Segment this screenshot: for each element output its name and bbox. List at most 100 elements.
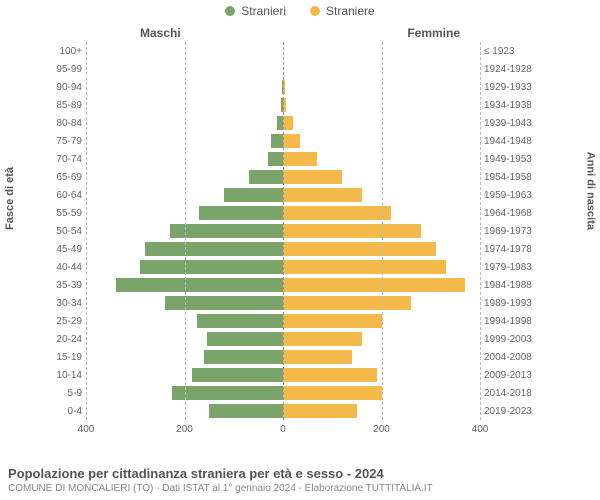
bar-male [199,206,283,220]
age-label: 100+ [50,42,86,60]
legend-item-male: Stranieri [225,4,286,18]
chart-row: 45-49 1974-1978 [50,240,536,258]
bar-female [283,332,362,346]
bar-male [224,188,283,202]
year-label: 1999-2003 [480,330,536,348]
chart-row: 30-341989-1993 [50,294,536,312]
bar-male [192,368,283,382]
age-label: 35-39 [50,276,86,294]
year-label: 1969-1973 [480,222,536,240]
year-label: 2019-2023 [480,402,536,420]
chart-footer: Popolazione per cittadinanza straniera p… [8,466,592,494]
bar-male [165,296,283,310]
chart-row: 100+≤ 1923 [50,42,536,60]
year-label: 2004-2008 [480,348,536,366]
chart-rows: 100+≤ 192395-99 1924-192890-941929-193385… [50,42,536,420]
gridline [480,42,481,420]
legend-label-female: Straniere [326,4,375,18]
age-label: 30-34 [50,294,86,312]
bar-female [283,404,357,418]
bar-female [283,260,446,274]
y-axis-title-right: Anni di nascita [584,152,596,230]
chart-row: 80-841939-1943 [50,114,536,132]
chart-row: 15-19 2004-2008 [50,348,536,366]
bar-female [283,188,362,202]
year-label: 2009-2013 [480,366,536,384]
age-label: 50-54 [50,222,86,240]
chart-row: 90-941929-1933 [50,78,536,96]
bar-male [271,134,283,148]
gridline [86,42,87,420]
year-label: 1939-1943 [480,114,536,132]
chart-row: 70-741949-1953 [50,150,536,168]
age-label: 85-89 [50,96,86,114]
bar-male [268,152,283,166]
chart-row: 60-64 1959-1963 [50,186,536,204]
year-label: 1944-1948 [480,132,536,150]
chart-row: 95-99 1924-1928 [50,60,536,78]
gridline [185,42,186,420]
x-tick: 200 [373,424,390,435]
year-label: 1984-1988 [480,276,536,294]
bar-male [209,404,283,418]
x-tick: 400 [472,424,489,435]
age-label: 60-64 [50,186,86,204]
chart-row: 10-142009-2013 [50,366,536,384]
bar-female [283,350,352,364]
bar-male [204,350,283,364]
year-label: 1929-1933 [480,78,536,96]
x-tick: 200 [176,424,193,435]
age-label: 25-29 [50,312,86,330]
bar-female [283,242,436,256]
chart-row: 0-4 2019-2023 [50,402,536,420]
age-label: 20-24 [50,330,86,348]
bar-male [207,332,283,346]
column-title-female: Femmine [407,26,460,40]
bar-female [283,224,421,238]
chart-row: 50-54 1969-1973 [50,222,536,240]
chart-row: 20-24 1999-2003 [50,330,536,348]
age-label: 15-19 [50,348,86,366]
bar-female [283,314,382,328]
bar-male [249,170,283,184]
year-label: 1959-1963 [480,186,536,204]
pyramid-chart-container: Stranieri Straniere Maschi Femmine Fasce… [0,0,600,500]
bar-female [283,170,342,184]
bar-female [283,296,411,310]
year-label: 1934-1938 [480,96,536,114]
age-label: 55-59 [50,204,86,222]
chart-subtitle: COMUNE DI MONCALIERI (TO) - Dati ISTAT a… [8,483,592,494]
chart-row: 55-59 1964-1968 [50,204,536,222]
age-label: 65-69 [50,168,86,186]
year-label: 1964-1968 [480,204,536,222]
bar-female [283,368,377,382]
year-label: 1994-1998 [480,312,536,330]
bar-male [140,260,283,274]
age-label: 45-49 [50,240,86,258]
chart-row: 75-791944-1948 [50,132,536,150]
legend: Stranieri Straniere [0,4,600,18]
y-axis-title-left: Fasce di età [4,167,16,230]
age-label: 70-74 [50,150,86,168]
x-tick: 0 [280,424,286,435]
year-label: 1924-1928 [480,60,536,78]
chart-row: 65-691954-1958 [50,168,536,186]
age-label: 40-44 [50,258,86,276]
legend-swatch-female [310,6,320,16]
chart-row: 25-29 1994-1998 [50,312,536,330]
chart-row: 40-441979-1983 [50,258,536,276]
bar-male [197,314,283,328]
age-label: 0-4 [50,402,86,420]
center-line [283,42,284,420]
chart-row: 5-92014-2018 [50,384,536,402]
bar-male [116,278,283,292]
age-label: 95-99 [50,60,86,78]
bar-female [283,278,465,292]
bar-female [283,386,382,400]
bar-female [283,134,300,148]
bar-female [283,152,317,166]
year-label: 1974-1978 [480,240,536,258]
gridline [382,42,383,420]
age-label: 5-9 [50,384,86,402]
bar-male [145,242,283,256]
